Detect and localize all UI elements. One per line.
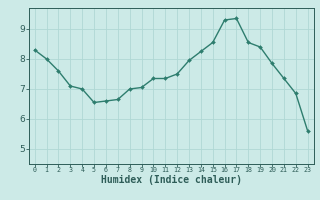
X-axis label: Humidex (Indice chaleur): Humidex (Indice chaleur)	[101, 175, 242, 185]
